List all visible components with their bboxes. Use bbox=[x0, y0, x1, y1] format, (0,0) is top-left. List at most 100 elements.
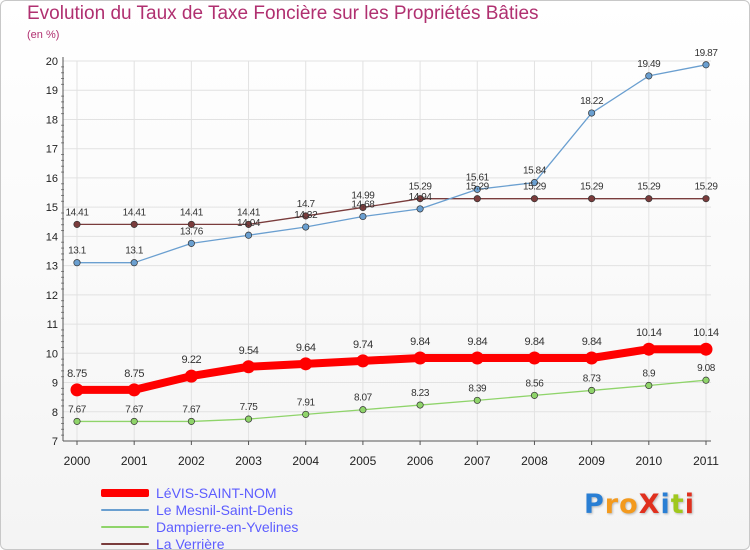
data-point bbox=[244, 220, 253, 228]
y-tick-label: 18 bbox=[46, 114, 58, 126]
data-point bbox=[302, 410, 310, 418]
data-point bbox=[530, 179, 539, 187]
data-labels: 8.75 8.75 9.22 9.54 9.64 9.74 9.84 9.84 9.84 9.84… bbox=[65, 48, 719, 416]
data-label: 19.87 bbox=[694, 48, 718, 59]
chart-axes: 7 8 9 10 11 12 13 14 15 16 17 18 19 20 2000 2001 2002 200… bbox=[46, 56, 719, 468]
legend-label: LéVIS-SAINT-NOM bbox=[156, 485, 277, 501]
data-label: 15.29 bbox=[580, 182, 604, 193]
data-point bbox=[588, 195, 596, 203]
data-label: 19.49 bbox=[637, 59, 661, 70]
data-point bbox=[187, 239, 195, 247]
x-tick-label: 2011 bbox=[693, 454, 719, 468]
legend-swatch bbox=[101, 543, 149, 545]
data-label: 14.68 bbox=[351, 200, 375, 211]
data-point bbox=[70, 383, 84, 397]
data-point bbox=[585, 351, 599, 365]
data-point bbox=[530, 195, 539, 203]
y-tick-label: 11 bbox=[47, 319, 58, 331]
data-label: 8.9 bbox=[642, 368, 656, 379]
data-label: 15.29 bbox=[637, 182, 661, 193]
data-label: 15.29 bbox=[466, 182, 490, 193]
data-label: 9.84 bbox=[467, 336, 487, 348]
data-label: 15.84 bbox=[523, 166, 547, 177]
data-point bbox=[413, 351, 427, 365]
data-label: 10.14 bbox=[636, 327, 662, 339]
data-point bbox=[299, 357, 313, 371]
series-line-0 bbox=[73, 345, 710, 394]
data-label: 9.84 bbox=[525, 336, 545, 348]
series-line-1 bbox=[76, 64, 707, 264]
data-label: 13.1 bbox=[125, 246, 144, 257]
series-line-3 bbox=[76, 198, 707, 226]
data-point bbox=[244, 415, 253, 423]
data-label: 13.1 bbox=[68, 246, 87, 257]
data-label: 8.56 bbox=[526, 378, 545, 389]
data-point bbox=[130, 259, 138, 267]
data-point bbox=[699, 342, 713, 356]
data-label: 9.54 bbox=[239, 345, 259, 357]
data-label: 15.61 bbox=[466, 172, 490, 183]
logo-letter: o bbox=[619, 489, 639, 520]
data-label: 14.41 bbox=[180, 207, 204, 218]
data-point bbox=[416, 195, 424, 203]
logo-letter: P bbox=[584, 489, 605, 520]
data-point bbox=[356, 354, 370, 368]
data-point bbox=[127, 383, 141, 397]
logo-letter: i bbox=[684, 489, 695, 520]
x-tick-label: 2002 bbox=[178, 454, 205, 468]
y-tick-label: 17 bbox=[46, 144, 58, 156]
data-label: 8.07 bbox=[354, 393, 373, 404]
data-point bbox=[588, 109, 596, 117]
data-label: 9.74 bbox=[353, 339, 373, 351]
data-label: 7.75 bbox=[240, 402, 259, 413]
x-tick-label: 2004 bbox=[292, 454, 319, 468]
data-label: 8.23 bbox=[411, 388, 430, 399]
data-label: 9.64 bbox=[296, 342, 316, 354]
data-label: 14.41 bbox=[237, 207, 261, 218]
data-label: 9.84 bbox=[582, 336, 602, 348]
data-point bbox=[416, 205, 424, 213]
legend-label: Le Mesnil-Saint-Denis bbox=[156, 502, 293, 518]
data-label: 7.91 bbox=[297, 397, 316, 408]
logo-letter: X bbox=[638, 489, 661, 520]
data-point bbox=[527, 351, 541, 365]
data-label: 14.99 bbox=[351, 190, 375, 201]
x-tick-label: 2003 bbox=[235, 454, 262, 468]
data-label: 13.76 bbox=[180, 226, 204, 237]
data-label: 14.04 bbox=[237, 218, 261, 229]
data-label: 14.94 bbox=[409, 192, 433, 203]
y-tick-label: 12 bbox=[46, 290, 58, 302]
y-tick-label: 16 bbox=[46, 173, 58, 185]
data-point bbox=[645, 381, 653, 390]
y-tick-label: 19 bbox=[46, 85, 58, 97]
data-label: 15.29 bbox=[694, 182, 718, 193]
x-tick-label: 2005 bbox=[350, 454, 377, 468]
data-label: 8.75 bbox=[67, 368, 87, 380]
data-label: 8.73 bbox=[583, 373, 602, 384]
series-line-2 bbox=[76, 379, 707, 423]
data-point bbox=[473, 185, 481, 193]
legend-swatch bbox=[101, 489, 149, 497]
data-point bbox=[470, 351, 484, 365]
data-point bbox=[187, 417, 195, 425]
x-tick-label: 2007 bbox=[464, 454, 491, 468]
y-tick-label: 7 bbox=[52, 436, 58, 448]
y-axis-unit: (en %) bbox=[27, 29, 60, 41]
data-label: 15.29 bbox=[523, 182, 547, 193]
data-label: 8.75 bbox=[124, 368, 144, 380]
data-label: 7.67 bbox=[182, 404, 201, 415]
logo-letter: r bbox=[604, 489, 620, 520]
x-tick-label: 2008 bbox=[521, 454, 548, 468]
data-point bbox=[184, 369, 198, 383]
data-label: 14.7 bbox=[297, 199, 316, 210]
legend-label: La Verrière bbox=[156, 536, 225, 550]
x-tick-label: 2000 bbox=[64, 454, 91, 468]
x-tick-label: 2010 bbox=[635, 454, 662, 468]
data-point bbox=[702, 195, 710, 203]
y-tick-label: 9 bbox=[52, 378, 58, 390]
data-point bbox=[702, 376, 710, 384]
data-point bbox=[73, 417, 81, 425]
data-label: 9.84 bbox=[410, 336, 430, 348]
